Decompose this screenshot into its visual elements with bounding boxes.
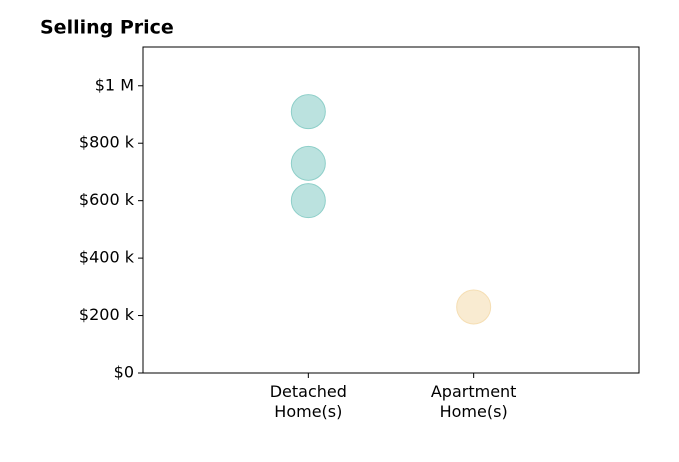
y-tick-label: $600 k	[79, 190, 135, 209]
point	[290, 183, 326, 219]
point	[290, 145, 326, 181]
y-tick-label: $200 k	[79, 305, 135, 324]
y-tick-label: $0	[114, 363, 134, 382]
x-tick-label: Apartment Home(s)	[430, 382, 517, 421]
x-tick-label: Detached Home(s)	[269, 382, 347, 421]
y-tick-label: $1 M	[95, 75, 134, 94]
chart-title: Selling Price	[40, 17, 174, 39]
point	[290, 94, 326, 130]
point	[456, 289, 492, 325]
plot-frame	[142, 46, 640, 374]
y-tick-label: $800 k	[79, 133, 135, 152]
y-tick-label: $400 k	[79, 248, 135, 267]
